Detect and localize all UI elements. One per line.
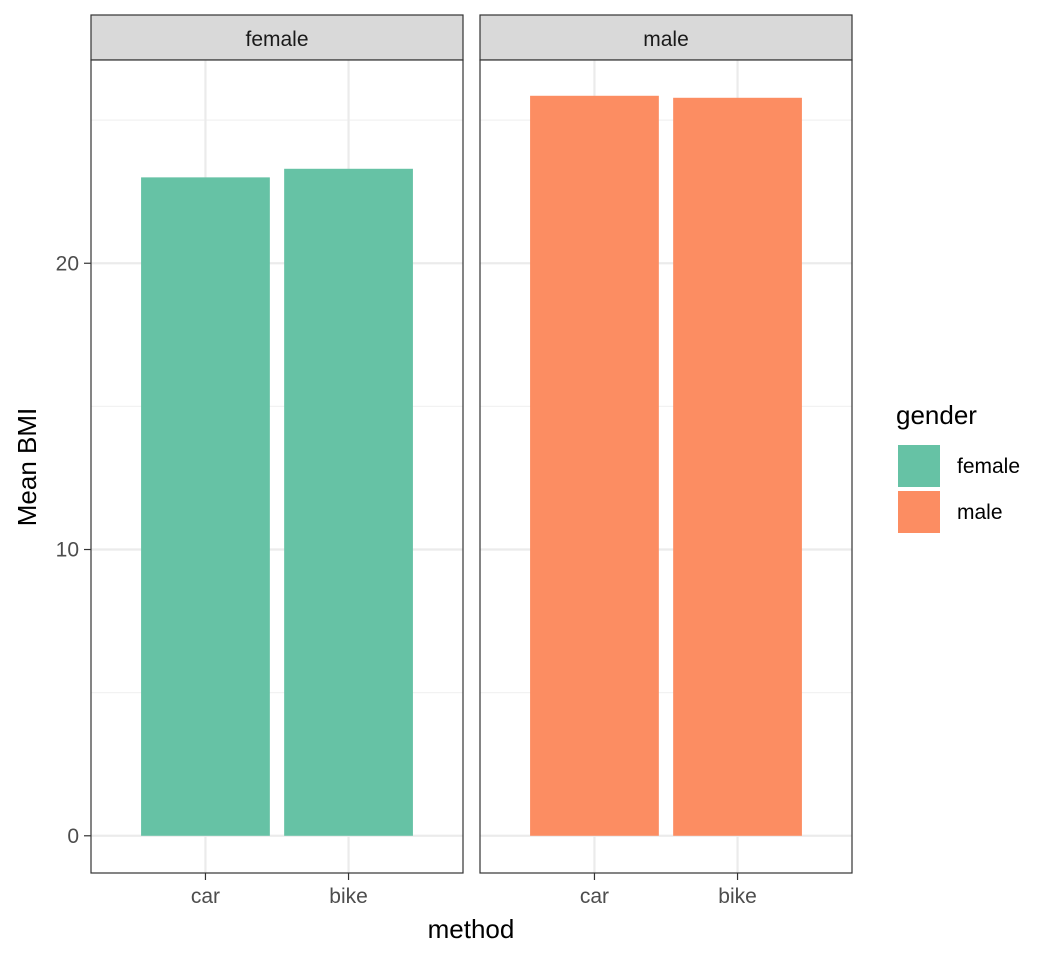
x-tick-label: car xyxy=(191,885,220,908)
legend-key-male xyxy=(898,491,940,533)
facet-strip-label: male xyxy=(643,28,689,51)
facet-strip xyxy=(90,14,464,61)
facet-strip-label: female xyxy=(245,28,308,51)
y-tick-label: 20 xyxy=(56,252,79,275)
x-axis-title: method xyxy=(428,914,515,944)
legend-label-female: female xyxy=(957,455,1020,478)
bar-male-car xyxy=(530,95,659,836)
y-tick-label: 0 xyxy=(67,825,79,848)
x-tick-label: bike xyxy=(718,885,757,908)
bar-male-bike xyxy=(673,97,802,836)
legend-label-male: male xyxy=(957,501,1003,524)
legend-title: gender xyxy=(896,400,977,430)
y-axis-title: Mean BMI xyxy=(12,408,42,527)
panel-border xyxy=(479,59,853,874)
x-tick-label: bike xyxy=(329,885,368,908)
legend: gender female male xyxy=(896,400,1020,533)
facet-panel-female: female car bike xyxy=(90,14,464,908)
y-axis: 0 10 20 xyxy=(56,252,91,848)
facet-panels: female car bike male car bike xyxy=(90,14,853,908)
x-tick-label: car xyxy=(580,885,609,908)
y-tick-label: 10 xyxy=(56,539,79,562)
bar-female-car xyxy=(141,177,270,836)
bar-female-bike xyxy=(284,168,413,836)
facet-panel-male: male car bike xyxy=(479,14,853,908)
legend-key-female xyxy=(898,445,940,487)
panel-border xyxy=(90,59,464,874)
